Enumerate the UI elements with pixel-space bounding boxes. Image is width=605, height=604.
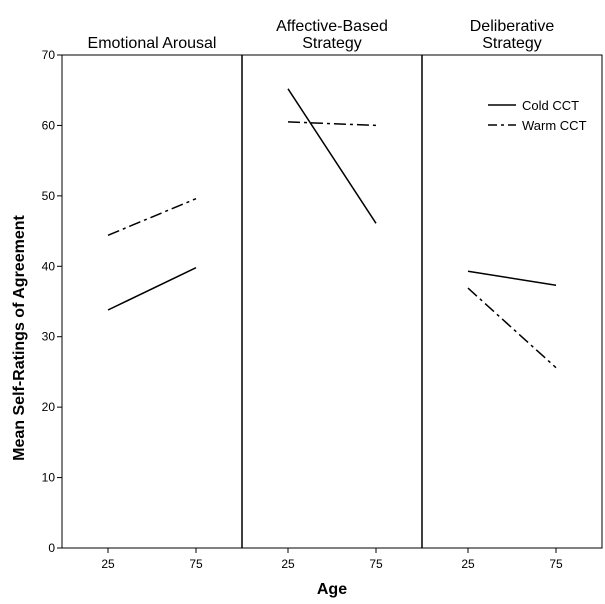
warm-cct-line	[287, 121, 377, 127]
x-tick-label: 25	[461, 557, 475, 571]
warm-cct-line	[107, 198, 197, 236]
x-tick-label: 25	[101, 557, 115, 571]
x-tick-label: 25	[281, 557, 295, 571]
y-tick-label: 50	[42, 189, 56, 203]
y-tick-label: 40	[42, 259, 56, 273]
y-tick-label: 30	[42, 330, 56, 344]
y-tick-label: 60	[42, 118, 56, 132]
cold-cct-line	[467, 270, 557, 287]
warm-cct-line	[467, 287, 557, 369]
x-axis-title: Age	[317, 581, 347, 598]
cold-cct-line	[107, 267, 197, 311]
plot-border	[61, 54, 603, 549]
x-tick-label: 75	[549, 557, 563, 571]
panel-title: Emotional Arousal	[88, 35, 217, 52]
series-lines	[107, 88, 557, 369]
x-tick-label: 75	[369, 557, 383, 571]
plot-frame	[61, 54, 603, 549]
y-tick-label: 20	[42, 400, 56, 414]
panel-title: Strategy	[482, 35, 542, 52]
legend-label: Warm CCT	[522, 118, 587, 133]
cold-cct-line	[287, 88, 377, 224]
y-axis-title: Mean Self-Ratings of Agreement	[11, 215, 28, 461]
legend: Cold CCT Warm CCT	[488, 98, 587, 133]
panel-title: Strategy	[302, 35, 362, 52]
y-tick-label: 0	[48, 541, 55, 555]
panel-title: Affective-Based	[276, 18, 388, 35]
legend-label: Cold CCT	[522, 98, 579, 113]
panel-title: Deliberative	[470, 18, 555, 35]
y-axis: 0 10 20 30 40 50 60 70	[42, 48, 62, 555]
y-tick-label: 10	[42, 471, 56, 485]
y-tick-label: 70	[42, 48, 56, 62]
x-axis: 25 75 25 75 25 75	[101, 548, 563, 571]
x-tick-label: 75	[189, 557, 203, 571]
panel-titles: Emotional ArousalAffective-BasedStrategy…	[88, 18, 555, 52]
